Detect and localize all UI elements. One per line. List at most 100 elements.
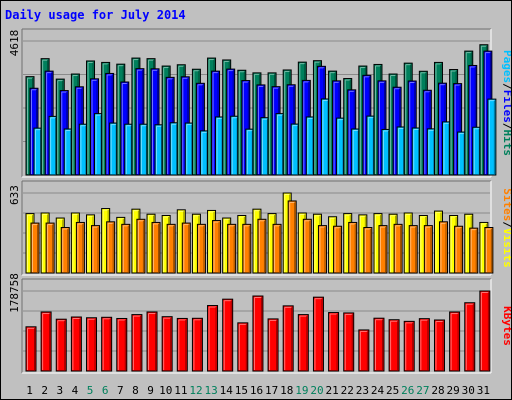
legend-item: /	[501, 221, 511, 228]
x-tick-label: 21	[326, 384, 339, 397]
bar-body	[348, 221, 358, 274]
bar-kbytes-day-30	[464, 302, 476, 372]
bar-kbytes-day-7	[116, 317, 128, 372]
bar-body	[358, 329, 370, 372]
bar-body	[106, 221, 116, 274]
bar-kbytes-day-14	[222, 298, 234, 372]
bar-body	[131, 314, 143, 372]
x-tick-label: 11	[174, 384, 187, 397]
bar-sites-day-4	[75, 221, 85, 274]
x-tick-label: 20	[310, 384, 323, 397]
legend-visits-sites: Sites/Visits	[501, 188, 511, 268]
bar-sites-day-9	[151, 221, 161, 274]
bar-body	[151, 221, 161, 274]
x-tick-label: 19	[295, 384, 308, 397]
bar-kbytes-day-2	[40, 311, 52, 372]
bar-body	[45, 222, 55, 274]
bar-body	[317, 225, 327, 274]
bar-body	[191, 317, 203, 372]
x-tick-label: 15	[235, 384, 248, 397]
bar-body	[282, 305, 294, 372]
x-tick-label: 26	[401, 384, 414, 397]
bar-kbytes-day-15	[237, 322, 249, 372]
bar-kbytes-day-29	[449, 311, 461, 372]
bar-body	[267, 318, 279, 372]
bar-sites-day-28	[438, 221, 448, 274]
bar-body	[212, 220, 222, 274]
x-tick-label: 29	[447, 384, 460, 397]
bar-kbytes-day-27	[418, 318, 430, 372]
chart-title: Daily usage for July 2014	[5, 8, 186, 22]
bar-kbytes-day-17	[267, 318, 279, 372]
legend-kbytes: KBytes	[501, 306, 511, 346]
bar-kbytes-day-4	[70, 316, 82, 372]
bar-kbytes-day-26	[403, 320, 415, 372]
bar-kbytes-day-10	[161, 316, 173, 372]
bar-body	[25, 326, 37, 372]
y-max-label: 633	[8, 185, 21, 205]
bar-pages-day-11	[184, 122, 194, 176]
bar-body	[302, 218, 312, 274]
bar-pages-day-7	[124, 123, 134, 176]
bar-body	[252, 295, 264, 372]
bar-body	[454, 225, 464, 274]
bar-body	[469, 227, 479, 274]
legend-item: KBytes	[501, 306, 511, 346]
x-tick-label: 17	[265, 384, 278, 397]
bar-kbytes-day-20	[312, 296, 324, 372]
bar-body	[30, 222, 40, 274]
x-tick-label: 2	[41, 384, 48, 397]
x-tick-label: 4	[72, 384, 79, 397]
bar-kbytes-day-11	[176, 317, 188, 372]
bar-sites-day-3	[60, 227, 70, 274]
bar-sites-day-5	[91, 225, 101, 274]
bar-sites-day-7	[121, 223, 131, 274]
bar-body	[166, 223, 176, 274]
bar-sites-day-1	[30, 222, 40, 274]
bar-body	[438, 221, 448, 274]
bar-body	[408, 225, 418, 274]
bar-sites-day-20	[317, 225, 327, 274]
bar-sites-day-27	[423, 225, 433, 274]
bar-body	[86, 317, 98, 372]
bar-kbytes-day-5	[86, 317, 98, 372]
x-tick-label: 24	[371, 384, 385, 397]
bar-kbytes-day-28	[433, 319, 445, 372]
x-tick-label: 31	[477, 384, 490, 397]
bar-body	[297, 314, 309, 372]
bar-kbytes-day-25	[388, 319, 400, 372]
x-tick-label: 12	[189, 384, 202, 397]
bar-sites-day-8	[136, 218, 146, 274]
x-tick-label: 6	[102, 384, 109, 397]
bar-body	[449, 311, 461, 372]
x-tick-label: 16	[250, 384, 263, 397]
x-tick-label: 8	[132, 384, 139, 397]
legend-item: Pages	[501, 50, 511, 83]
x-tick-label: 9	[147, 384, 154, 397]
bar-pages-day-19	[305, 116, 315, 176]
bar-sites-day-12	[196, 223, 206, 274]
legend-item: Visits	[501, 228, 511, 268]
bar-kbytes-day-16	[252, 295, 264, 372]
bar-kbytes-day-9	[146, 311, 158, 372]
bar-pages-day-18	[290, 123, 300, 176]
x-tick-label: 18	[280, 384, 293, 397]
bar-body	[242, 223, 252, 274]
bar-body	[55, 318, 67, 372]
bar-body	[479, 290, 491, 372]
y-max-label: 4618	[8, 30, 21, 57]
bar-kbytes-day-8	[131, 314, 143, 372]
bar-sites-day-18	[287, 200, 297, 274]
bar-sites-day-13	[212, 220, 222, 274]
bar-pages-day-25	[396, 126, 406, 176]
x-tick-label: 7	[117, 384, 124, 397]
bar-body	[388, 319, 400, 372]
bar-sites-day-31	[484, 227, 494, 274]
bar-body	[433, 319, 445, 372]
x-tick-label: 23	[356, 384, 369, 397]
bar-kbytes-day-13	[207, 305, 219, 372]
bar-body	[146, 311, 158, 372]
bar-sites-day-26	[408, 225, 418, 274]
bar-sites-day-11	[181, 222, 191, 274]
